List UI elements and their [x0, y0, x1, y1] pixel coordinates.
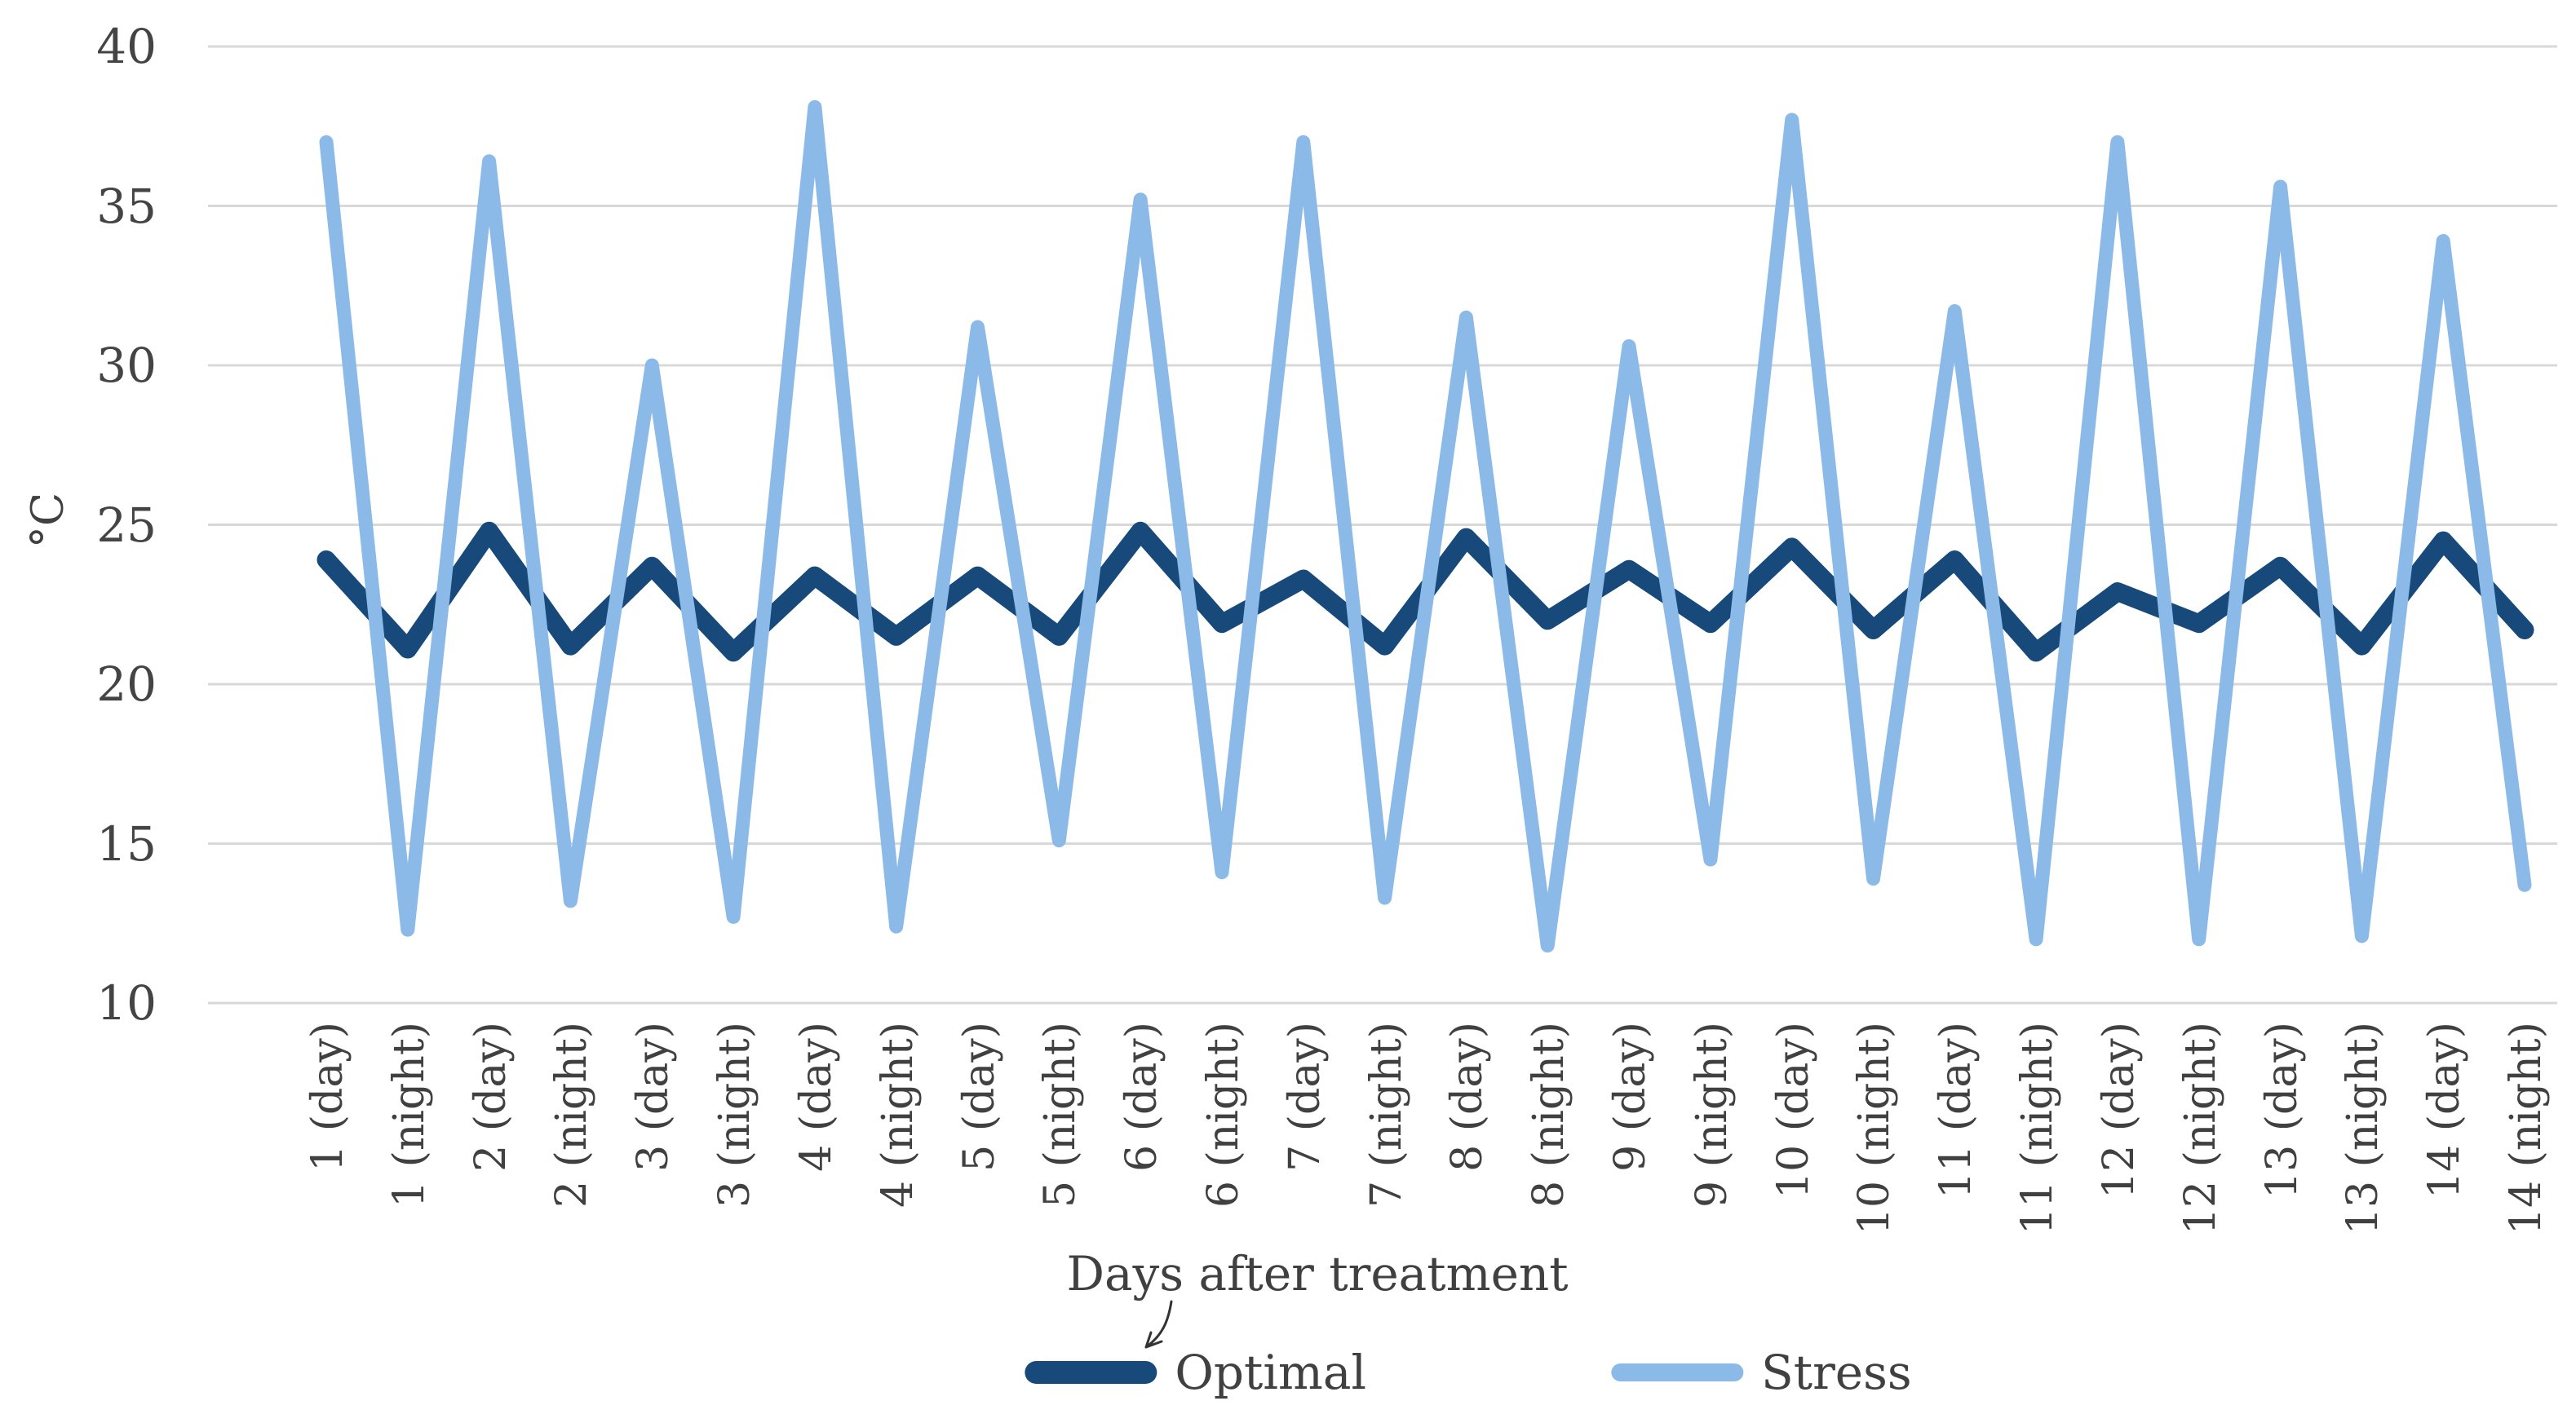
x-tick-label: 13 (day)	[2257, 1022, 2307, 1199]
x-tick-label: 9 (night)	[1687, 1022, 1737, 1208]
x-tick-label: 6 (day)	[1118, 1022, 1167, 1172]
x-tick-label: 1 (night)	[384, 1022, 434, 1208]
series-line-stress	[319, 99, 2532, 953]
x-tick-label: 6 (night)	[1198, 1022, 1248, 1208]
legend-swatch-optimal	[1025, 1361, 1157, 1384]
x-tick-label: 14 (day)	[2420, 1022, 2470, 1199]
x-tick-label: 10 (day)	[1768, 1022, 1818, 1199]
x-axis-title: Days after treatment	[1066, 1246, 1569, 1301]
x-tick-label: 8 (day)	[1443, 1022, 1493, 1172]
y-tick-label: 40	[96, 19, 157, 74]
legend: Optimal Stress	[1025, 1344, 1912, 1401]
x-tick-label: 10 (night)	[1850, 1022, 1900, 1235]
x-tick-label: 12 (day)	[2094, 1022, 2144, 1199]
x-tick-label: 12 (night)	[2175, 1022, 2225, 1235]
x-tick-label: 4 (night)	[873, 1022, 923, 1208]
legend-item-stress: Stress	[1611, 1344, 1912, 1401]
y-tick-label: 20	[96, 656, 157, 712]
x-tick-label: 13 (night)	[2339, 1022, 2388, 1235]
x-tick-label: 2 (day)	[466, 1022, 516, 1172]
annotation-arrow	[1144, 1300, 1173, 1349]
y-tick-label: 15	[96, 815, 157, 872]
y-tick-label: 35	[96, 178, 157, 234]
x-tick-label: 8 (night)	[1525, 1022, 1574, 1208]
x-tick-label: 5 (night)	[1036, 1022, 1086, 1208]
x-tick-label: 3 (night)	[710, 1022, 760, 1208]
x-tick-label: 7 (night)	[1361, 1022, 1411, 1208]
x-tick-label: 4 (day)	[791, 1022, 841, 1172]
x-tick-label: 1 (day)	[303, 1022, 352, 1172]
legend-label: Stress	[1761, 1345, 1912, 1400]
x-tick-label: 14 (night)	[2502, 1022, 2551, 1235]
x-tick-label: 9 (day)	[1606, 1022, 1656, 1172]
y-tick-label: 25	[96, 497, 157, 553]
legend-item-optimal: Optimal	[1025, 1344, 1366, 1401]
y-tick-label: 10	[96, 975, 157, 1031]
x-tick-label: 11 (night)	[2013, 1022, 2063, 1235]
x-tick-label: 7 (day)	[1280, 1022, 1330, 1172]
legend-swatch-stress	[1611, 1363, 1744, 1381]
x-tick-label: 11 (day)	[1932, 1022, 1981, 1199]
legend-label: Optimal	[1175, 1345, 1367, 1400]
x-tick-label: 3 (day)	[629, 1022, 679, 1172]
x-tick-label: 2 (night)	[547, 1022, 597, 1208]
x-tick-label: 5 (day)	[954, 1022, 1004, 1172]
y-axis-title: °C	[21, 492, 73, 549]
y-tick-label: 30	[96, 338, 157, 393]
